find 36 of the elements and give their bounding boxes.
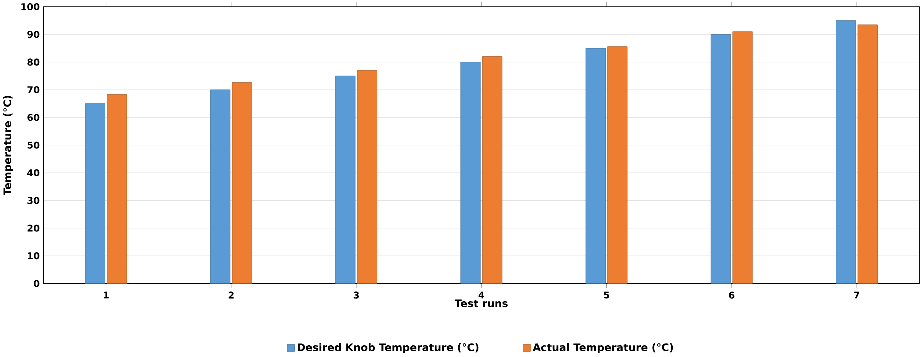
x-axis-title: Test runs <box>454 300 508 308</box>
bar <box>232 82 252 284</box>
bar <box>460 62 481 284</box>
x-tick-label: 5 <box>604 292 610 299</box>
x-tick-label: 7 <box>854 292 860 299</box>
bar <box>336 76 356 284</box>
y-tick-label: 50 <box>28 142 40 149</box>
bar <box>85 104 106 284</box>
bar <box>482 56 503 284</box>
bar <box>608 46 628 284</box>
bar <box>586 48 606 284</box>
x-tick-label: 2 <box>228 292 234 299</box>
y-tick-label: 20 <box>28 224 40 232</box>
bar <box>107 94 128 284</box>
legend-label: Actual Temperature (°C) <box>533 343 674 354</box>
y-tick-label: 60 <box>28 114 40 122</box>
bar <box>357 70 378 284</box>
bar <box>858 24 878 284</box>
legend-label: Desired Knob Temperature (°C) <box>298 343 479 354</box>
x-tick-label: 1 <box>104 292 109 299</box>
bar <box>732 32 753 284</box>
x-tick-label: 4 <box>478 292 484 299</box>
bar <box>836 20 856 284</box>
y-axis-title: Temperature (°C) <box>3 96 14 196</box>
y-tick-label: 80 <box>28 58 40 66</box>
y-tick-label: 100 <box>22 3 40 11</box>
x-tick-label: 3 <box>354 292 360 299</box>
y-tick-label: 10 <box>28 252 40 260</box>
y-tick-label: 70 <box>28 86 40 94</box>
y-tick-label: 0 <box>34 280 40 288</box>
y-tick-label: 30 <box>28 197 40 204</box>
bar <box>710 34 732 284</box>
x-tick-label: 6 <box>729 292 735 299</box>
bar <box>210 90 231 284</box>
y-tick-label: 40 <box>28 170 40 177</box>
y-tick-label: 90 <box>28 31 40 38</box>
